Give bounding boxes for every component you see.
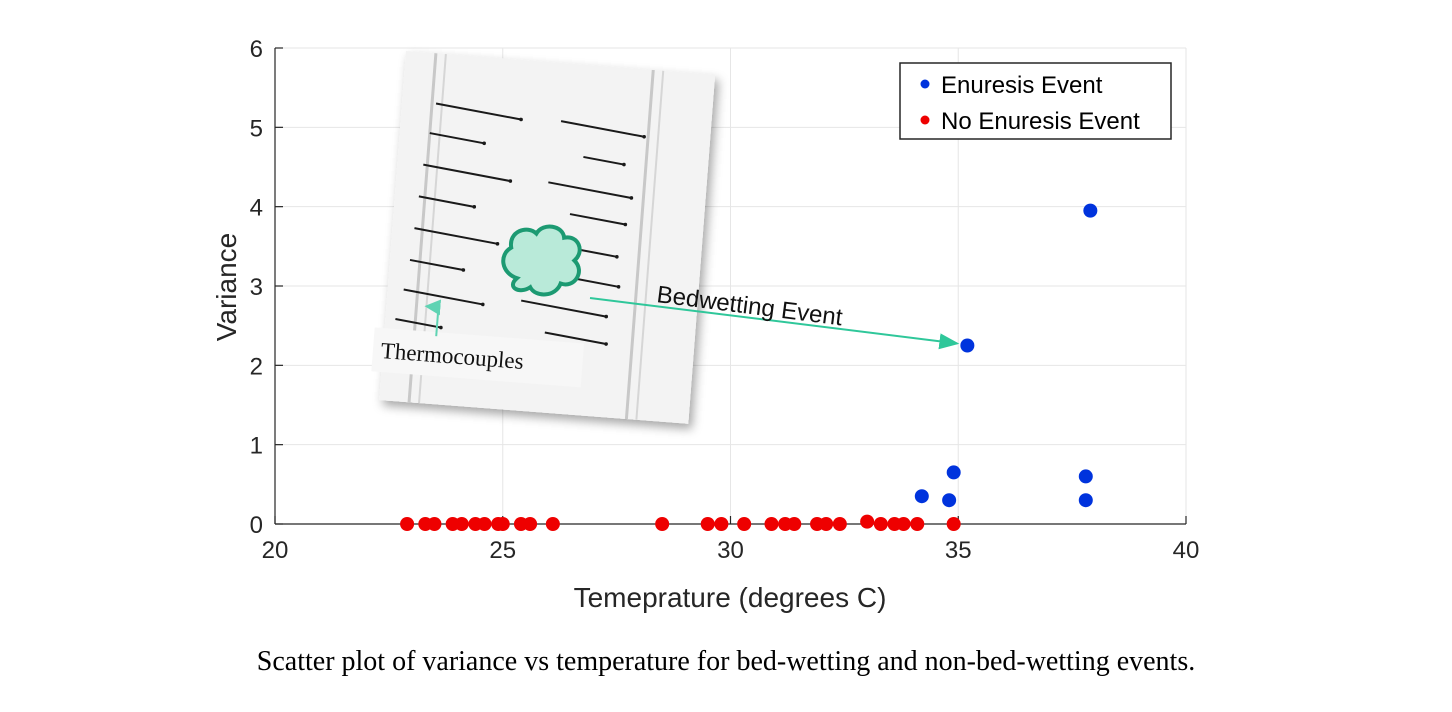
no-enuresis-point [737, 517, 752, 531]
y-tick-label: 0 [250, 512, 263, 539]
y-axis-label: Variance [211, 233, 242, 341]
thermocouple-tip [629, 196, 634, 200]
enuresis-point [1078, 469, 1093, 484]
thermocouple-tip [508, 179, 513, 183]
thermocouple-wire [423, 163, 511, 183]
thermocouple-wire [544, 331, 607, 346]
thermocouple-tip [642, 134, 646, 139]
thermocouple-tip [615, 255, 619, 259]
no-enuresis-point [860, 514, 875, 529]
enuresis-point [960, 338, 975, 353]
data-points [400, 203, 1098, 531]
enuresis-point [914, 489, 929, 504]
thermocouple-tip [461, 268, 466, 272]
no-enuresis-point [910, 517, 925, 531]
thermocouple-wire [414, 227, 498, 245]
no-enuresis-point [454, 517, 469, 531]
no-enuresis-point [832, 517, 847, 531]
no-enuresis-point [714, 517, 729, 531]
thermocouple-tip [482, 141, 486, 146]
enuresis-point [946, 465, 961, 480]
figure-caption: Scatter plot of variance vs temperature … [256, 646, 1196, 677]
legend-marker-enuresis [920, 79, 930, 89]
thermocouple-wire [560, 120, 645, 138]
thermocouple-tip [495, 242, 500, 246]
y-tick-label: 5 [250, 115, 263, 142]
y-tick-label: 4 [250, 195, 263, 222]
no-enuresis-point [477, 517, 492, 531]
x-tick-label: 30 [717, 537, 744, 564]
no-enuresis-point [545, 517, 560, 531]
thermocouple-wire [429, 132, 485, 145]
thermocouple-wire [569, 213, 626, 226]
sensor-pad-inset-image: Thermocouples [371, 51, 716, 424]
no-enuresis-point [427, 517, 442, 531]
y-tick-label: 2 [250, 353, 263, 380]
thermocouple-tip [439, 325, 443, 330]
no-enuresis-point [495, 517, 510, 531]
no-enuresis-point [787, 517, 802, 531]
bedwetting-arrow [589, 297, 960, 350]
no-enuresis-point [523, 517, 538, 531]
legend-label-no-enuresis: No Enuresis Event [941, 108, 1140, 135]
x-tick-label: 20 [262, 537, 289, 564]
no-enuresis-point [946, 517, 961, 531]
legend-label-enuresis: Enuresis Event [941, 72, 1103, 99]
thermocouple-wire [395, 317, 442, 329]
no-enuresis-point [764, 517, 779, 531]
x-tick-label: 40 [1173, 537, 1200, 564]
y-tick-label: 6 [250, 36, 263, 63]
thermocouple-wire [418, 195, 475, 208]
thermocouple-tip [604, 314, 609, 319]
x-axis-label: Temeprature (degrees C) [574, 582, 887, 613]
wet-spot-icon [501, 224, 582, 297]
legend: Enuresis Event No Enuresis Event [899, 62, 1172, 140]
y-tick-label: 1 [250, 433, 263, 460]
thermocouple-tip [622, 162, 626, 167]
x-tick-label: 35 [945, 537, 972, 564]
thermocouple-tip [616, 285, 621, 289]
thermocouple-wire [409, 258, 464, 271]
axes: 20 25 30 35 40 0 1 2 3 4 5 6 [250, 36, 1200, 564]
thermocouple-wire [583, 155, 625, 166]
enuresis-point [1078, 493, 1093, 508]
no-enuresis-point [700, 517, 715, 531]
no-enuresis-point [819, 517, 834, 531]
no-enuresis-point [873, 517, 888, 531]
thermocouple-tip [604, 342, 608, 346]
thermocouple-wire [521, 299, 607, 318]
thermocouple-wire [435, 102, 522, 121]
thermocouple-tip [480, 302, 485, 307]
enuresis-point [1083, 203, 1098, 218]
y-tick-label: 3 [250, 274, 263, 301]
thermocouple-tip [519, 117, 523, 122]
no-enuresis-point [655, 517, 670, 531]
thermocouple-wire [403, 288, 483, 306]
thermocouple-tip [472, 205, 477, 209]
thermocouple-tip [623, 222, 628, 227]
no-enuresis-point [400, 517, 415, 531]
no-enuresis-point [896, 517, 911, 531]
legend-marker-no-enuresis [920, 115, 930, 125]
enuresis-point [942, 493, 957, 508]
thermocouple-wire [548, 181, 632, 199]
x-tick-label: 25 [489, 537, 516, 564]
